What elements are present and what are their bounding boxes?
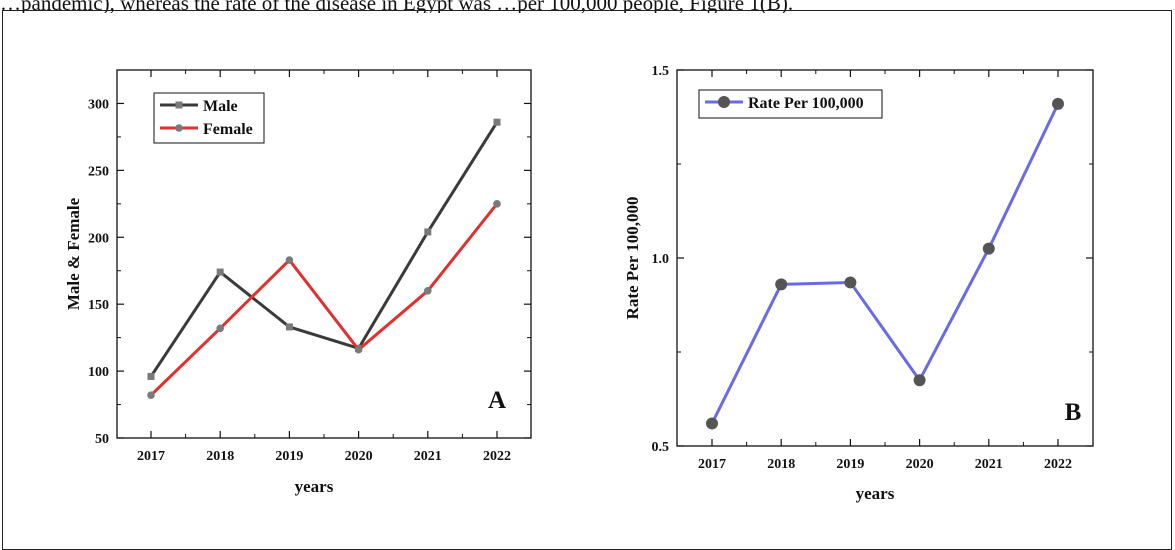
data-point: [147, 372, 155, 380]
y-tick-label: 1.0: [652, 252, 670, 267]
data-point: [424, 228, 432, 236]
x-tick-label: 2020: [345, 449, 373, 464]
data-point: [493, 200, 501, 208]
legend-box: [698, 89, 883, 119]
x-tick-label: 2019: [275, 449, 303, 464]
y-tick-label: 250: [88, 164, 109, 179]
y-tick-label: 0.5: [652, 440, 670, 455]
x-tick-label: 2020: [906, 457, 934, 472]
x-tick-label: 2022: [1044, 457, 1072, 472]
data-point: [285, 323, 293, 331]
chart-panel-b: 0.5 1.0 1.5 2017 2018 2019 2020 2021 2022 years Ra…: [623, 64, 1094, 503]
x-tick-label: 2019: [836, 457, 864, 472]
series-line-rate-per-100-000: [710, 103, 1060, 425]
panel-label: A: [488, 387, 506, 414]
data-point: [216, 268, 224, 276]
panel-label: B: [1065, 399, 1082, 426]
x-tick-label: 2018: [206, 449, 234, 464]
x-tick-label: 2017: [137, 449, 165, 464]
data-point: [706, 417, 718, 430]
legend-label: Rate Per 100,000: [748, 95, 864, 112]
data-point: [982, 242, 995, 255]
data-point: [1052, 97, 1064, 110]
x-tick-label: 2022: [483, 449, 511, 464]
data-point: [147, 391, 155, 399]
x-tick-label: 2017: [698, 457, 726, 472]
chart-panel-a: 50 100 150 200 250 300 2017 2018 2019 2020 2021 202…: [64, 69, 532, 496]
x-tick-label: 2018: [767, 457, 795, 472]
y-tick-label: 150: [88, 298, 109, 313]
data-point: [844, 276, 857, 289]
y-tick-label: 50: [95, 432, 109, 447]
header-text: …pandemic), whereas the rate of the dise…: [0, 0, 794, 13]
series-line-male: [149, 121, 499, 378]
data-point: [775, 278, 788, 291]
y-tick-label: 200: [88, 231, 109, 246]
x-axis-title: years: [856, 484, 895, 503]
y-tick-label: 100: [88, 365, 109, 380]
y-axis-title: Male & Female: [64, 197, 83, 310]
x-tick-label: 2021: [414, 449, 442, 464]
series-line-female: [149, 202, 499, 397]
legend-swatch-marker: [175, 124, 183, 132]
data-point: [424, 287, 432, 295]
data-point: [354, 345, 363, 354]
legend-label: Male: [203, 98, 238, 115]
y-axis-title: Rate Per 100,000: [623, 197, 642, 320]
legend-label: Female: [203, 121, 253, 138]
data-point: [285, 256, 294, 264]
x-tick-label: 2021: [975, 457, 1003, 472]
data-point: [216, 324, 224, 333]
legend-swatch-marker: [718, 96, 730, 108]
plot-area: [676, 69, 1094, 447]
legend-swatch-marker: [175, 101, 183, 109]
data-point: [493, 118, 501, 126]
data-point: [913, 374, 926, 387]
y-tick-label: 1.5: [652, 64, 670, 79]
x-axis-title: years: [295, 477, 334, 496]
figure-charts: 50 100 150 200 250 300 2017 2018 2019 2020 2021 202…: [64, 64, 1094, 503]
y-tick-label: 300: [88, 97, 109, 112]
legend-box: [153, 92, 265, 144]
